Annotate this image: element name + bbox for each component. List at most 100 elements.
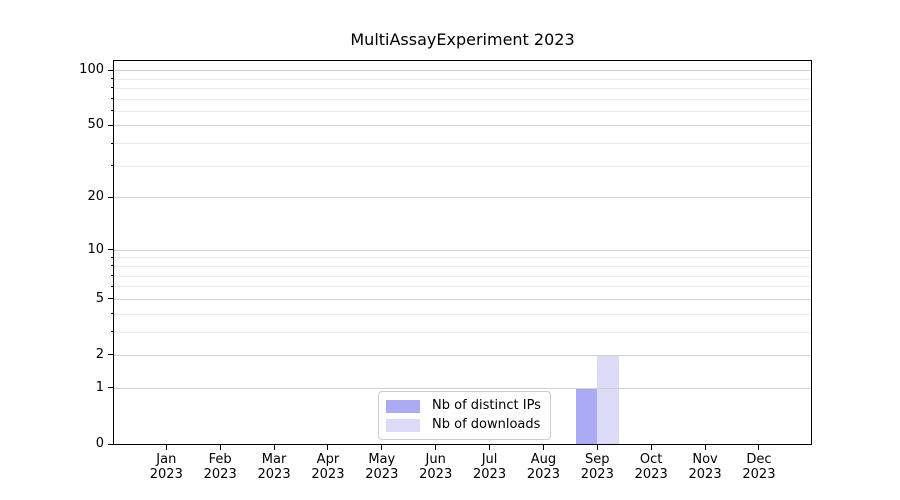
gridline-minor (114, 87, 811, 89)
legend-swatch (386, 399, 420, 413)
gridline-major (114, 125, 811, 127)
gridline-major (114, 354, 811, 356)
x-tick-year: 2023 (742, 467, 776, 482)
gridline-minor (114, 257, 811, 259)
x-tick (273, 445, 275, 450)
x-tick-month: Sep (585, 452, 610, 467)
y-tick (108, 354, 114, 356)
plot-area (113, 60, 812, 445)
legend-swatch (386, 418, 420, 432)
gridline-major (114, 298, 811, 300)
y-tick (108, 443, 114, 445)
y-minor-tick (111, 142, 114, 144)
y-tick-label: 100 (79, 62, 104, 78)
x-tick (542, 445, 544, 450)
y-minor-tick (111, 110, 114, 112)
x-tick-year: 2023 (526, 467, 560, 482)
x-tick-label-mar: Mar 2023 (234, 452, 314, 482)
gridline-major (114, 70, 811, 72)
y-tick-label: 20 (87, 189, 104, 205)
bar-sep-series-1 (597, 354, 619, 444)
gridline-minor (114, 78, 811, 80)
x-tick (219, 445, 221, 450)
x-tick-month: Dec (746, 452, 772, 467)
x-tick-label-feb: Feb 2023 (180, 452, 260, 482)
y-tick (108, 298, 114, 300)
y-minor-tick (111, 275, 114, 277)
gridline-minor (114, 331, 811, 333)
legend-item: Nb of distinct IPs (386, 397, 541, 415)
legend-label: Nb of downloads (432, 417, 541, 432)
x-tick-year: 2023 (473, 467, 507, 482)
x-tick-year: 2023 (580, 467, 614, 482)
gridline-major (114, 249, 811, 251)
x-tick-year: 2023 (634, 467, 668, 482)
legend-item: Nb of downloads (386, 416, 541, 434)
x-tick-label-jul: Jul 2023 (450, 452, 530, 482)
gridline-minor (114, 165, 811, 167)
x-tick-label-nov: Nov 2023 (665, 452, 745, 482)
y-tick (108, 69, 114, 71)
x-tick-year: 2023 (149, 467, 183, 482)
x-tick-month: Jun (425, 452, 446, 467)
x-tick-month: Aug (530, 452, 557, 467)
gridline-major (114, 197, 811, 199)
x-tick-label-may: May 2023 (342, 452, 422, 482)
x-tick-month: May (368, 452, 396, 467)
bar-sep-series-0 (575, 387, 598, 444)
y-tick-label: 50 (87, 117, 104, 133)
gridline-minor (114, 110, 811, 112)
y-minor-tick (111, 256, 114, 258)
x-tick (327, 445, 329, 450)
y-tick-label: 5 (95, 290, 104, 306)
x-tick-month: Mar (261, 452, 287, 467)
x-tick (381, 445, 383, 450)
x-tick-year: 2023 (365, 467, 399, 482)
y-tick-label: 0 (95, 436, 104, 451)
gridline-minor (114, 265, 811, 267)
y-minor-tick (111, 78, 114, 80)
y-tick-label: 2 (95, 346, 104, 362)
x-tick (758, 445, 760, 450)
y-tick (108, 249, 114, 251)
y-tick (108, 124, 114, 126)
legend: Nb of distinct IPs Nb of downloads (378, 391, 551, 440)
y-minor-tick (111, 331, 114, 333)
gridline-minor (114, 98, 811, 100)
x-tick-year: 2023 (203, 467, 237, 482)
x-tick-label-oct: Oct 2023 (611, 452, 691, 482)
y-minor-tick (111, 285, 114, 287)
gridline-minor (114, 143, 811, 145)
x-tick-label-apr: Apr 2023 (288, 452, 368, 482)
y-minor-tick (111, 165, 114, 167)
x-tick-label-jan: Jan 2023 (126, 452, 206, 482)
x-tick-month: Nov (692, 452, 718, 467)
x-tick (489, 445, 491, 450)
x-tick (596, 445, 598, 450)
x-tick-label-sep: Sep 2023 (557, 452, 637, 482)
y-minor-tick (111, 265, 114, 267)
x-tick-year: 2023 (419, 467, 453, 482)
x-tick-month: Feb (208, 452, 232, 467)
y-minor-tick (111, 98, 114, 100)
x-tick-year: 2023 (311, 467, 345, 482)
y-minor-tick (111, 87, 114, 89)
x-tick-month: Apr (316, 452, 340, 467)
x-tick-label-dec: Dec 2023 (719, 452, 799, 482)
x-tick (435, 445, 437, 450)
gridline-minor (114, 275, 811, 277)
x-tick-year: 2023 (257, 467, 291, 482)
y-tick-label: 1 (95, 379, 104, 395)
y-tick-label: 10 (87, 241, 104, 257)
legend-label: Nb of distinct IPs (432, 398, 541, 413)
gridline-minor (114, 313, 811, 315)
x-tick (650, 445, 652, 450)
x-tick-month: Jan (156, 452, 177, 467)
x-tick-label-aug: Aug 2023 (503, 452, 583, 482)
x-tick-label-jun: Jun 2023 (396, 452, 476, 482)
x-tick (704, 445, 706, 450)
x-tick-year: 2023 (688, 467, 722, 482)
gridline-major (114, 387, 811, 389)
y-tick (108, 387, 114, 389)
